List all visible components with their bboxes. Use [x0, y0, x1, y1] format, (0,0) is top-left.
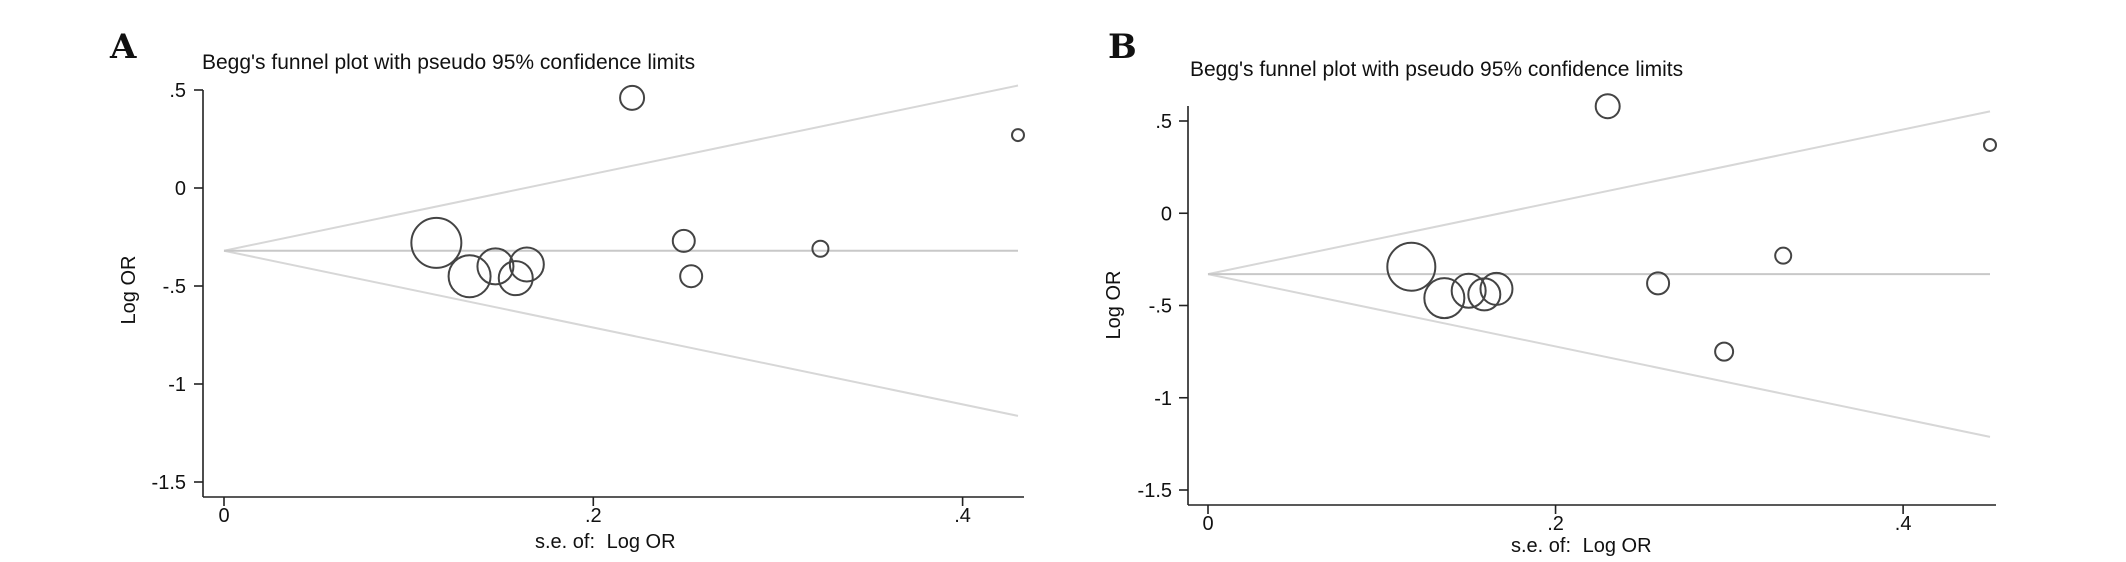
study-point-b [1646, 271, 1671, 296]
upper-confidence-limit-b [1207, 110, 1991, 276]
study-point-b [1594, 93, 1621, 120]
funnel-plot-b: B Begg's funnel plot with pseudo 95% con… [1103, 27, 1997, 557]
panel-letter-b: B [1108, 27, 1137, 67]
y-tick-label-a: 0 [175, 178, 186, 200]
y-tick-label-b: -.5 [1149, 296, 1172, 318]
plot-area-b: .5 0 -.5 -1 -1.5 0 .2 .4 [1138, 93, 1997, 535]
y-tick-label-b: 0 [1161, 203, 1172, 225]
study-point-b [1714, 341, 1735, 362]
x-axis-label-a: s.e. of: Log OR [535, 531, 676, 553]
x-axis-label-prefix-b: s.e. of: [1511, 535, 1571, 557]
lower-confidence-limit-b [1207, 273, 1991, 438]
plot-area-a: .5 0 -.5 -1 -1.5 0 .2 .4 [152, 80, 1025, 527]
study-point-a [497, 260, 534, 297]
study-point-a [679, 264, 704, 289]
y-axis-label-b: Log OR [1103, 271, 1125, 340]
chart-title-a: Begg's funnel plot with pseudo 95% confi… [202, 51, 695, 74]
x-tick-label-b: 0 [1202, 513, 1213, 535]
chart-title-b: Begg's funnel plot with pseudo 95% confi… [1190, 58, 1683, 81]
y-tick-label-a: -.5 [163, 276, 186, 298]
study-point-b [1386, 241, 1437, 292]
study-point-a [476, 247, 515, 286]
y-tick-label-b: -1.5 [1138, 480, 1172, 502]
study-point-b [1450, 272, 1487, 309]
y-tick-label-b: .5 [1155, 111, 1172, 133]
study-point-b [1423, 277, 1466, 320]
x-axis-label-b: s.e. of: Log OR [1511, 535, 1652, 557]
y-tick-label-a: -1 [168, 374, 186, 396]
x-tick-label-b: .4 [1895, 513, 1912, 535]
lower-confidence-limit-a [223, 249, 1019, 417]
funnel-plot-a: A Begg's funnel plot with pseudo 95% con… [109, 27, 1025, 553]
study-point-a [410, 216, 463, 269]
study-point-a [447, 254, 492, 299]
x-tick-label-b: .2 [1547, 513, 1564, 535]
upper-confidence-limit-a [223, 84, 1019, 252]
x-tick-label-a: 0 [218, 505, 229, 527]
study-point-a [811, 239, 830, 258]
study-point-b [1479, 271, 1514, 306]
y-tick-label-b: -1 [1154, 388, 1172, 410]
x-axis-label-text-a: Log OR [607, 531, 676, 553]
study-point-a [508, 246, 545, 283]
study-point-a [619, 84, 646, 111]
x-tick-label-a: .4 [954, 505, 971, 527]
study-point-b [1774, 246, 1793, 265]
study-point-a [671, 228, 696, 253]
x-tick-label-a: .2 [585, 505, 602, 527]
study-point-b [1983, 137, 1997, 152]
y-tick-label-a: .5 [169, 80, 186, 102]
y-tick-label-a: -1.5 [152, 472, 186, 494]
y-axis-label-a: Log OR [118, 256, 140, 325]
x-axis-label-text-b: Log OR [1583, 535, 1652, 557]
x-axis-label-prefix-a: s.e. of: [535, 531, 595, 553]
panel-letter-a: A [109, 27, 137, 67]
study-point-a [1011, 128, 1025, 143]
